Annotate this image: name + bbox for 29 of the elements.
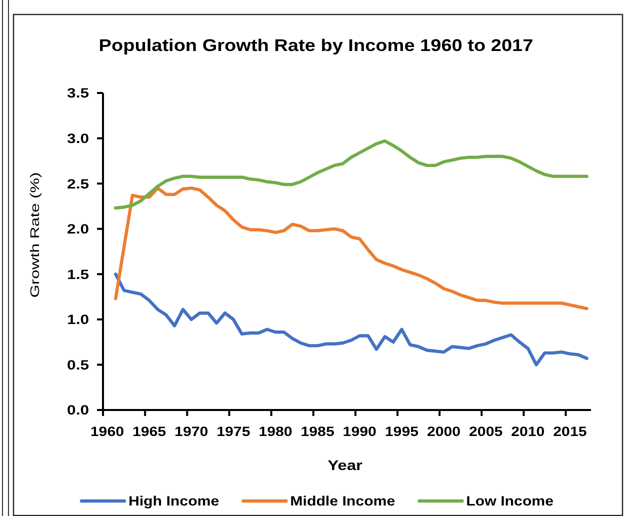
line-series [114,139,588,210]
x-tick-label: 2005 [469,424,503,440]
y-tick-label: 0.5 [67,358,89,374]
chart-title: Population Growth Rate by Income 1960 to 2017 [98,36,534,55]
x-tick-label: 1995 [384,424,419,440]
y-axis-title: Growth Rate (%) [28,172,42,298]
y-tick-label: 3.5 [67,86,89,102]
x-tick-label: 2010 [511,424,545,440]
y-tick-label: 3.0 [67,132,89,147]
legend-label: Low Income [466,494,554,510]
y-tick-label: 0.0 [67,404,89,418]
x-axis-title: Year [328,458,362,474]
y-tick-label: 2.0 [67,222,89,238]
x-tick-label: 1975 [216,424,250,440]
x-tick-label: 1965 [132,424,166,440]
legend-label: Middle Income [290,494,396,510]
x-tick-label: 2000 [426,424,461,440]
x-tick-label: 1985 [300,424,334,440]
line-series [114,272,588,366]
y-tick-label: 1.5 [67,268,89,283]
x-tick-label: 1960 [90,424,124,440]
x-tick-label: 1990 [342,424,376,440]
y-tick-label: 2.5 [67,177,89,192]
x-tick-label: 1970 [174,424,208,440]
y-tick-label: 1.0 [67,313,89,328]
line-series [114,186,588,310]
x-tick-label: 1980 [258,424,292,440]
x-tick-label: 2015 [553,424,587,440]
legend-label: High Income [128,494,220,510]
